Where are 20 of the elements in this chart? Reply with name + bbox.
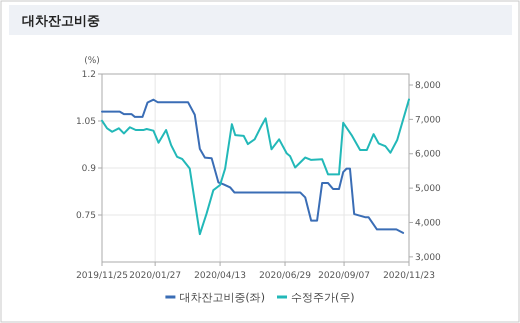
legend-label: 대차잔고비중(좌): [179, 291, 265, 304]
x-tick-label: 2020/09/07: [318, 271, 370, 281]
y-tick-label: 0.9: [82, 164, 96, 174]
y-tick-label: 1.05: [76, 117, 96, 127]
y-tick-label: 0.75: [76, 211, 96, 221]
x-tick-label: 2020/01/27: [129, 271, 182, 281]
x-tick-label: 2020/11/23: [383, 271, 435, 281]
y2-tick-label: 3,000: [415, 252, 442, 263]
chart-title: 대차잔고비중: [22, 14, 100, 29]
legend-label: 수정주가(우): [291, 291, 355, 304]
y2-tick-label: 4,000: [415, 218, 442, 228]
y2-tick-label: 5,000: [415, 184, 442, 194]
y2-tick-label: 6,000: [415, 150, 442, 160]
y2-tick-label: 7,000: [415, 115, 442, 126]
x-tick-label: 2020/04/13: [194, 271, 246, 281]
x-tick-label: 2020/06/29: [259, 271, 312, 281]
x-tick-label: 2019/11/25: [76, 271, 128, 281]
y-tick-label: 1.2: [82, 70, 96, 80]
y2-tick-label: 8,000: [415, 81, 442, 91]
y-axis-title: (%): [84, 56, 100, 66]
